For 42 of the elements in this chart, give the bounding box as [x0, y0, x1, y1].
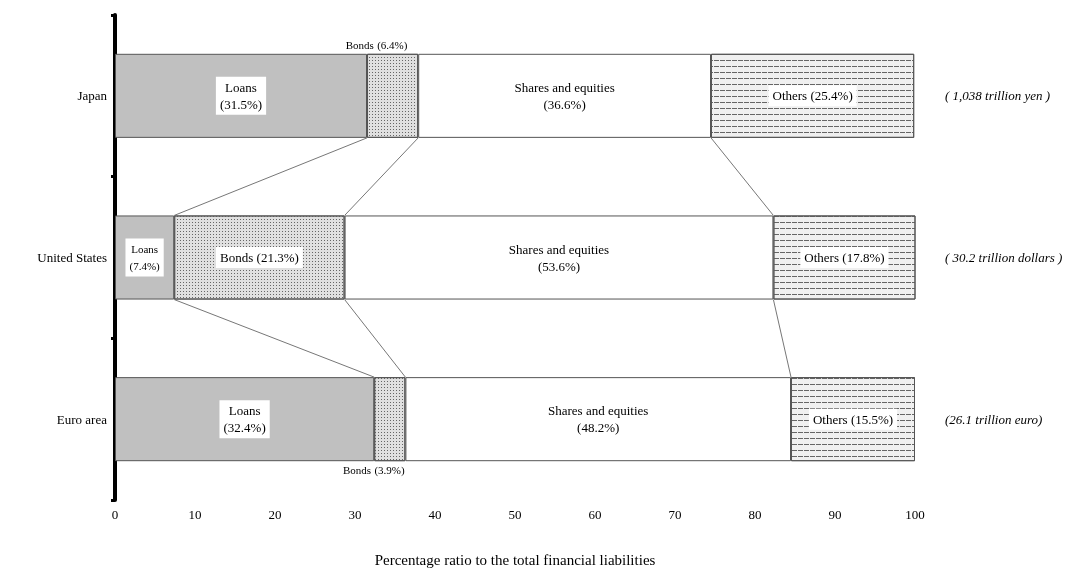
x-tick-label: 50 [508, 507, 522, 522]
text: Shares and equities [548, 403, 649, 419]
x-tick-label: 90 [828, 507, 842, 522]
data-label: (6.4%) [377, 39, 408, 53]
data-label: (32.4%) [223, 420, 266, 436]
x-tick-label: 40 [428, 507, 442, 522]
text: Shares and equities [508, 241, 610, 257]
data-label: (7.4%) [129, 260, 161, 273]
data-label: (25.4%) [810, 88, 853, 104]
x-tick-label: 30 [348, 507, 362, 522]
y-tick-label: Euro area [56, 411, 108, 427]
x-tick-label: 70 [668, 507, 682, 522]
y-tick-label: Japan [77, 88, 108, 104]
data-label: (48.2%) [577, 420, 620, 436]
series-label: Shares and equities [514, 79, 615, 95]
series-label: Others [812, 411, 848, 427]
text: Bonds [342, 463, 372, 476]
text: ( 30.2 trillion dollars ) [945, 250, 1063, 265]
x-tick-label: 20 [268, 507, 282, 522]
data-label: (53.6%) [537, 258, 581, 274]
data-label: (17.8%) [842, 250, 885, 265]
text: ( 1,038 trillion yen ) [945, 88, 1051, 104]
x-tick-label: 0 [111, 507, 119, 522]
data-label: (21.3%) [256, 250, 299, 265]
x-tick-label: 60 [588, 507, 602, 522]
y-tick-label: United States [37, 250, 107, 265]
text: Bonds [220, 250, 254, 265]
data-label: (15.5%) [850, 411, 894, 427]
text: Loans [225, 79, 257, 95]
text: (26.1 trillion euro) [945, 411, 1043, 427]
x-tick-label: 10 [188, 507, 202, 522]
data-label: (31.5%) [219, 96, 263, 112]
x-tick-label: 100 [905, 507, 925, 522]
text: Loans [228, 403, 261, 419]
text: Others [772, 88, 808, 104]
data-label: (36.6%) [543, 96, 586, 112]
series-label: Loans [131, 243, 159, 255]
data-label: (3.9%) [374, 463, 405, 477]
x-axis-title: Percentage ratio to the total financial liabilities [374, 551, 656, 568]
series-label: Bonds [345, 39, 374, 52]
text: Others [804, 250, 839, 265]
x-tick-label: 80 [748, 507, 762, 522]
